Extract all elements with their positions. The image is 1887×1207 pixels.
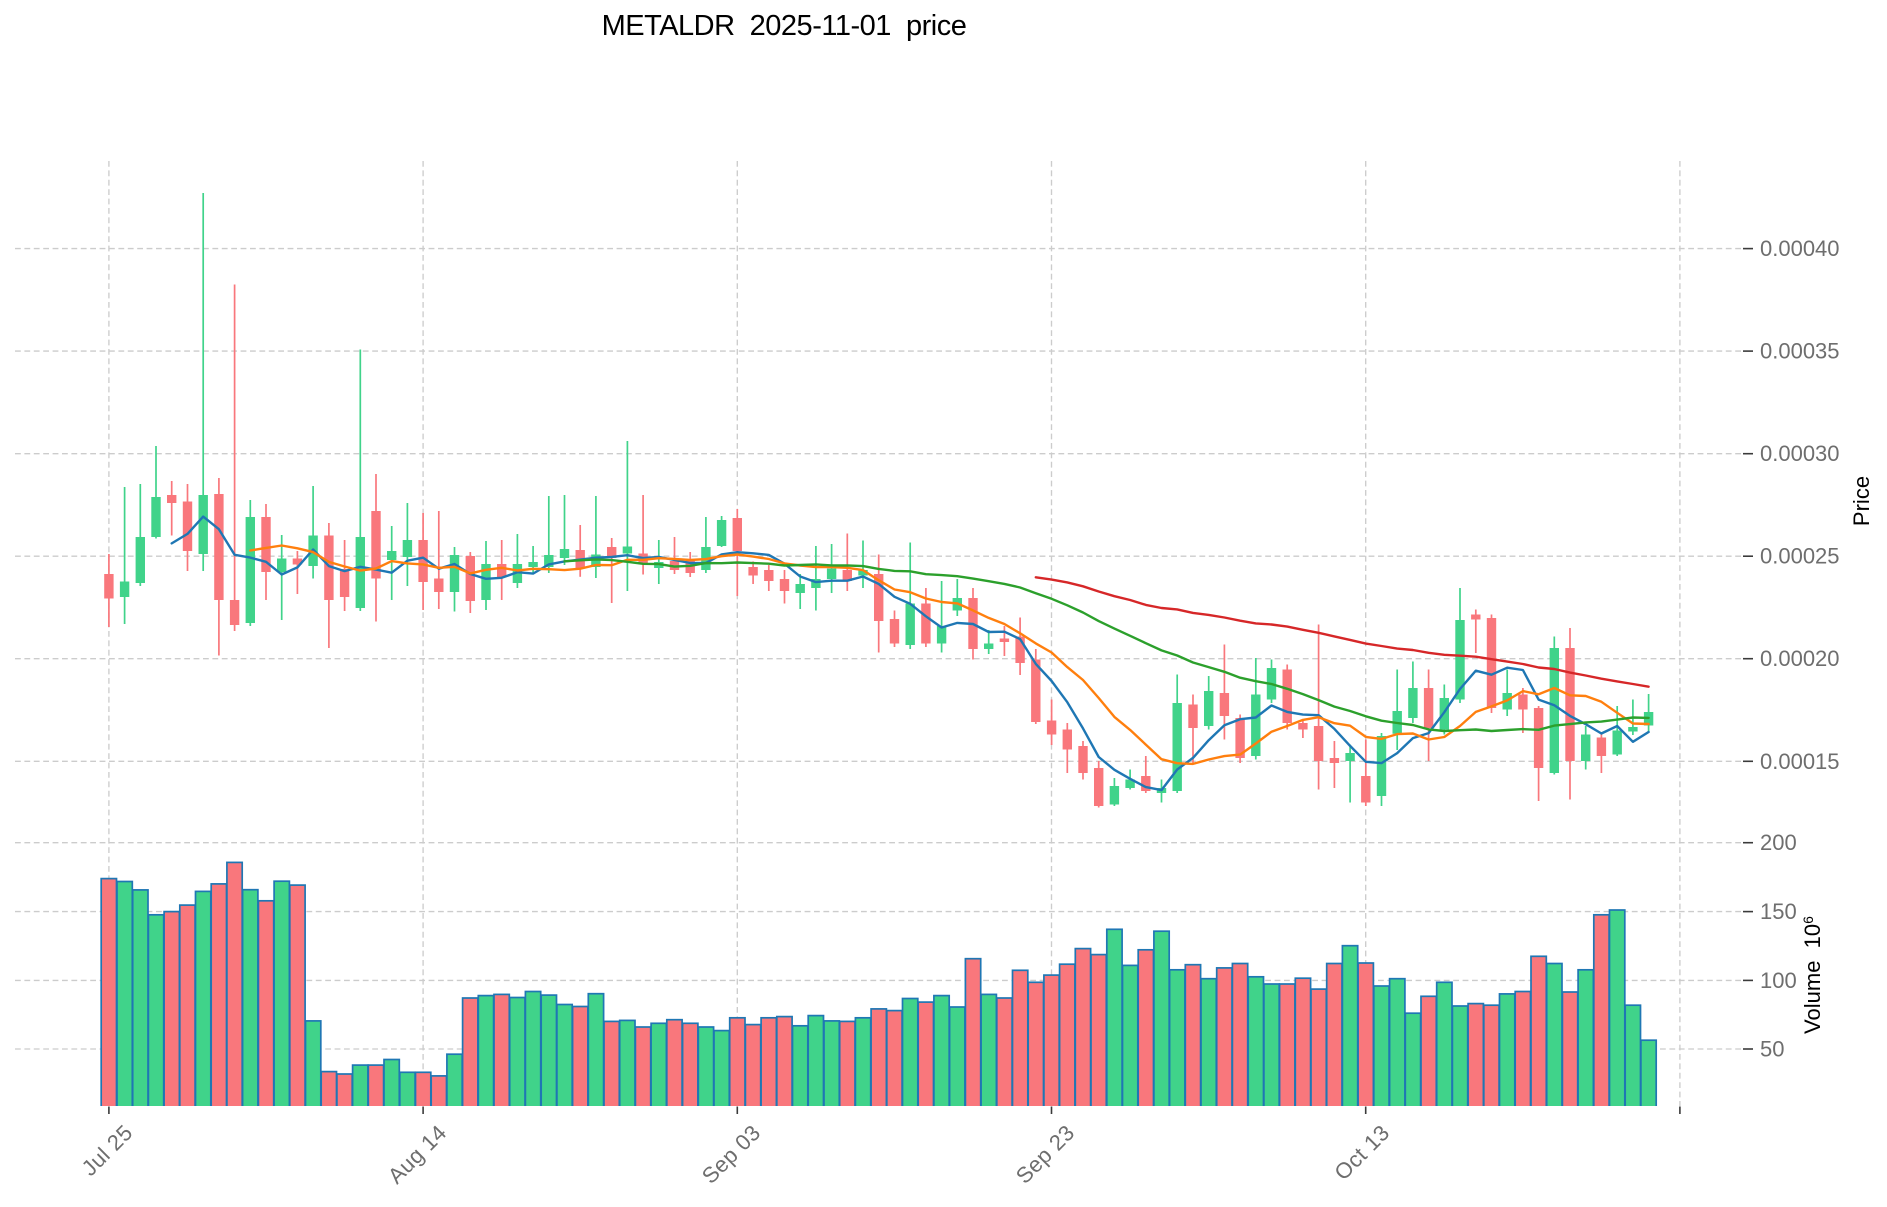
svg-text:Volume 106: Volume 106 — [1800, 916, 1825, 1034]
svg-text:0.00020: 0.00020 — [1760, 646, 1840, 671]
svg-text:0.00040: 0.00040 — [1760, 236, 1840, 261]
svg-text:150: 150 — [1760, 899, 1797, 924]
svg-text:200: 200 — [1760, 830, 1797, 855]
svg-text:100: 100 — [1760, 968, 1797, 993]
svg-text:METALDR 2025-11-01 price: METALDR 2025-11-01 price — [602, 10, 967, 42]
svg-text:Price: Price — [1849, 476, 1874, 526]
svg-text:0.00015: 0.00015 — [1760, 749, 1840, 774]
svg-text:0.00030: 0.00030 — [1760, 441, 1840, 466]
svg-text:50: 50 — [1760, 1037, 1784, 1062]
svg-text:0.00035: 0.00035 — [1760, 339, 1840, 364]
svg-text:0.00025: 0.00025 — [1760, 544, 1840, 569]
